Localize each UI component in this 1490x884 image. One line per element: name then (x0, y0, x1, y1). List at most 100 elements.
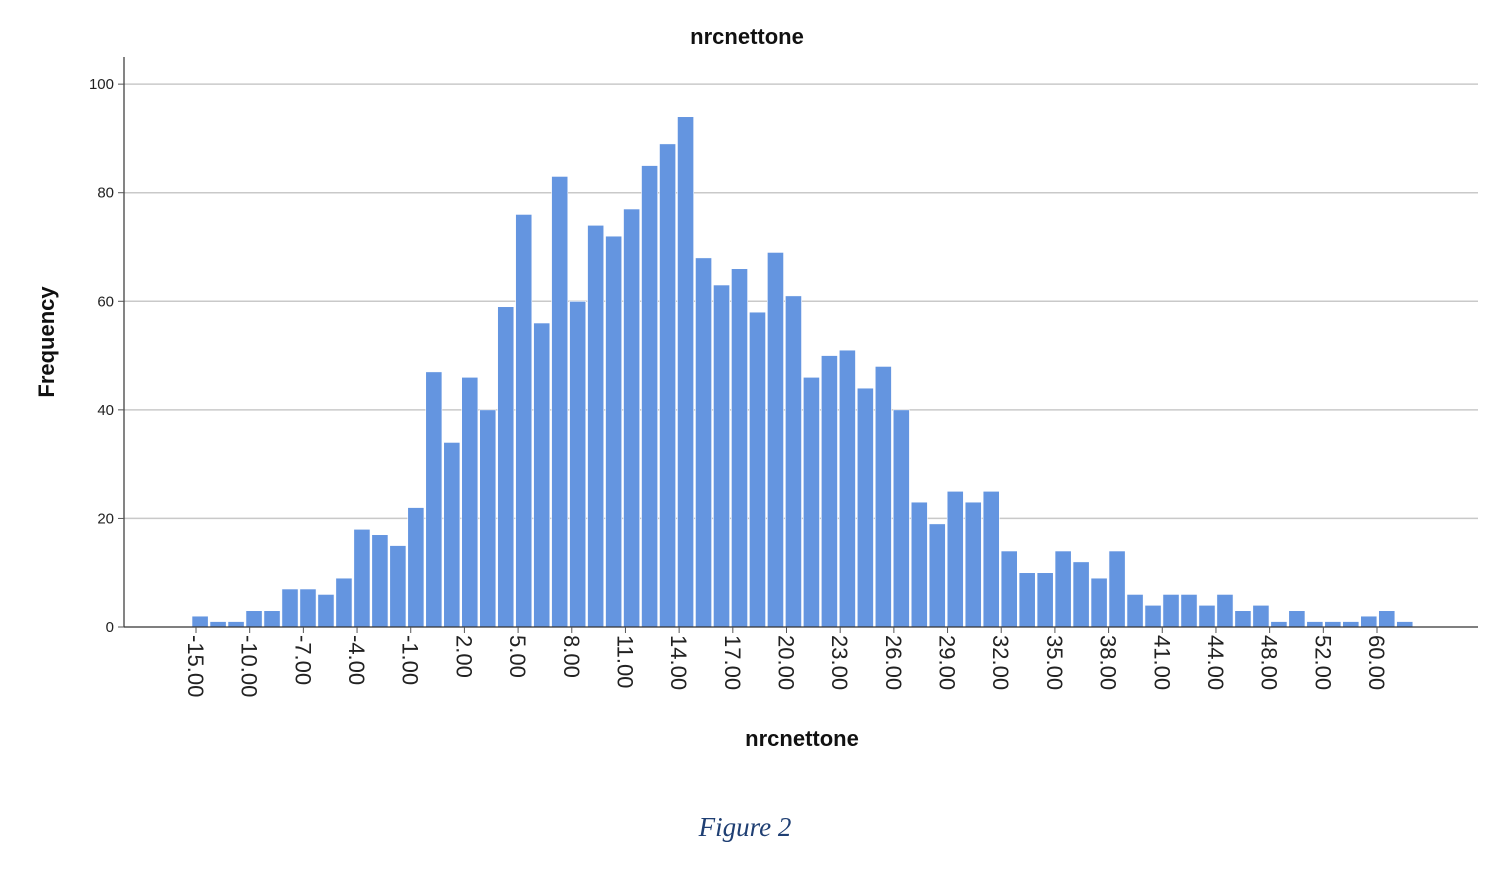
histogram-bar (497, 306, 515, 628)
histogram-bar (731, 268, 748, 628)
histogram-bar (1270, 621, 1288, 628)
x-tick-label: 44.00 (1203, 635, 1228, 690)
y-tick-label: 0 (106, 619, 114, 636)
histogram-bar (856, 387, 874, 628)
x-tick-label: 5.00 (505, 635, 530, 678)
y-ticks: 0 20 40 60 80 100 (89, 76, 124, 636)
histogram-bar (1180, 594, 1198, 628)
y-tick-label: 40 (97, 402, 114, 419)
x-tick-label: -7.00 (290, 635, 315, 685)
histogram-bar (479, 409, 497, 628)
histogram-bar (695, 257, 712, 628)
histogram-bar (245, 610, 263, 628)
y-tick-label: 80 (97, 185, 114, 202)
x-tick-label: 8.00 (559, 635, 584, 678)
histogram-bar (874, 366, 892, 628)
x-tick-label: 20.00 (774, 635, 799, 690)
x-tick-label: 52.00 (1310, 635, 1335, 690)
histogram-bar (1126, 594, 1144, 628)
x-tick-label: 23.00 (827, 635, 852, 690)
histogram-chart: nrcnettone Frequency nrcnettone 0 20 40 60 8… (34, 24, 1478, 751)
histogram-bar (1288, 610, 1306, 628)
histogram-bar (317, 594, 335, 628)
histogram-bar (946, 490, 964, 628)
histogram-bar (659, 143, 676, 628)
histogram-bar (749, 311, 766, 628)
figure-caption: Figure 2 (698, 812, 792, 842)
histogram-bar (1396, 621, 1414, 628)
histogram-bar (623, 208, 641, 628)
histogram-bar (838, 349, 856, 628)
x-tick-label: 17.00 (720, 635, 745, 690)
histogram-bar (767, 252, 784, 628)
x-tick-label: 48.00 (1257, 635, 1282, 690)
x-tick-label: 11.00 (613, 635, 638, 688)
histogram-bar (353, 528, 371, 628)
histogram-bar (982, 490, 1000, 628)
histogram-bar (227, 621, 245, 628)
y-tick-label: 100 (89, 76, 114, 93)
histogram-bar (209, 621, 227, 628)
histogram-bar (1234, 610, 1252, 628)
histogram-bar (389, 545, 407, 628)
histogram-bar (713, 284, 730, 628)
histogram-bar (515, 214, 533, 628)
histogram-bar (677, 116, 694, 628)
histogram-bar (191, 615, 209, 628)
y-axis-label: Frequency (34, 286, 59, 398)
histogram-bar (533, 322, 551, 628)
histogram-bar (1306, 621, 1324, 628)
x-tick-label: 38.00 (1096, 635, 1121, 690)
histogram-bar (1144, 604, 1162, 628)
x-tick-label: 2.00 (451, 635, 476, 678)
histogram-bar (910, 501, 928, 628)
x-tick-label: 60.00 (1364, 635, 1389, 690)
histogram-bar (1036, 572, 1054, 628)
histogram-bar (1324, 621, 1342, 628)
histogram-bar (1360, 615, 1378, 628)
y-tick-label: 60 (97, 293, 114, 310)
x-ticks: -15.00 -10.00 -7.00 -4.00 -1.00 2.00 5.00 8.00 1… (183, 627, 1389, 697)
histogram-bar (1378, 610, 1396, 628)
x-tick-label: 41.00 (1149, 635, 1174, 690)
histogram-bar (443, 442, 461, 628)
histogram-bar (1216, 594, 1234, 628)
histogram-bar (1018, 572, 1036, 628)
histogram-bar (299, 588, 317, 628)
histogram-bar (587, 224, 605, 628)
x-tick-label: -10.00 (237, 635, 262, 697)
histogram-bar (1198, 604, 1216, 628)
histogram-bar (371, 534, 389, 628)
x-tick-label: 14.00 (666, 635, 691, 690)
y-tick-label: 20 (97, 510, 114, 527)
x-tick-label: 29.00 (935, 635, 960, 690)
histogram-bar (964, 501, 982, 628)
histogram-bar (1342, 621, 1360, 628)
x-tick-label: -1.00 (398, 635, 423, 685)
histogram-bar (263, 610, 281, 628)
x-tick-label: -4.00 (344, 635, 369, 685)
histogram-bar (281, 588, 299, 628)
histogram-bar (551, 176, 569, 628)
histogram-bar (820, 355, 838, 628)
histogram-bar (1090, 577, 1108, 628)
histogram-bar (569, 300, 587, 628)
histogram-bar (1072, 561, 1090, 628)
chart-title: nrcnettone (690, 24, 804, 49)
histogram-bar (1000, 550, 1018, 628)
histogram-bar (335, 577, 353, 628)
x-tick-label: -15.00 (183, 635, 208, 697)
bars (191, 116, 1414, 628)
histogram-bar (1162, 594, 1180, 628)
x-tick-label: 35.00 (1042, 635, 1067, 690)
histogram-bar (425, 371, 443, 628)
histogram-bar (1054, 550, 1072, 628)
histogram-bar (785, 295, 802, 628)
axes (123, 57, 1478, 628)
histogram-bar (407, 507, 425, 628)
histogram-bar (461, 376, 479, 628)
histogram-bar (892, 409, 910, 628)
histogram-bar (1108, 550, 1126, 628)
histogram-bar (928, 523, 946, 628)
histogram-bar (641, 165, 659, 628)
